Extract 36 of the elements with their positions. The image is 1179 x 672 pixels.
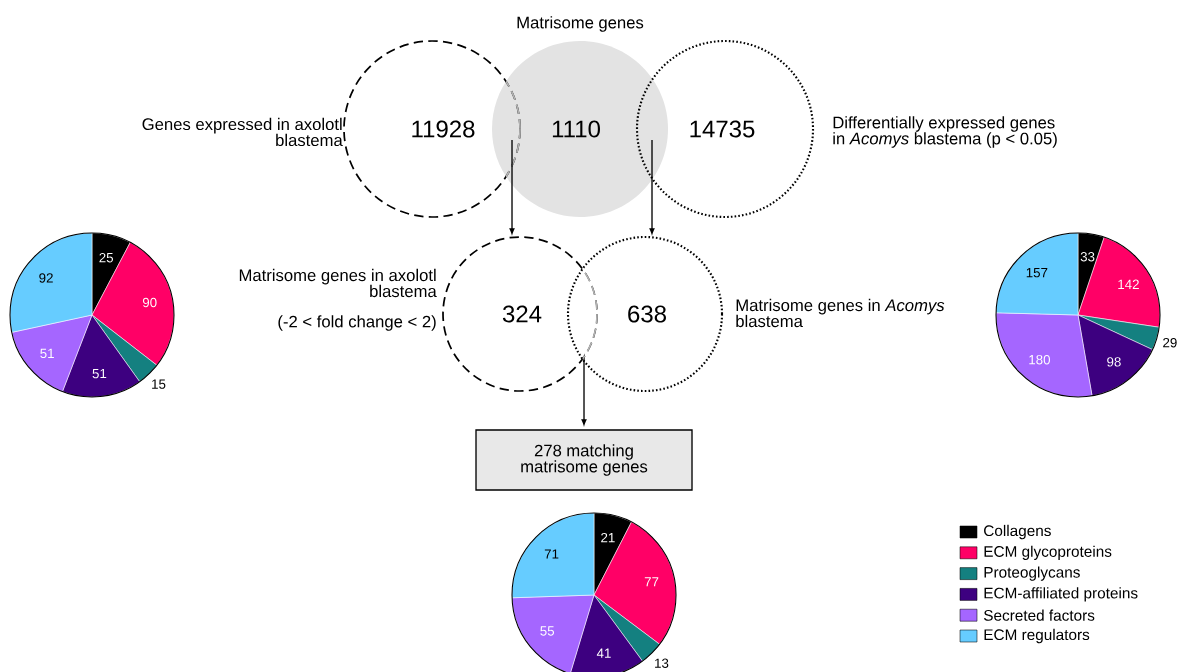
data-label: 21 [601,532,615,543]
legend-label: ECM-affiliated proteins [984,587,1138,602]
legend-label: Proteoglycans [984,566,1080,581]
data-label: 77 [644,577,659,587]
data-label: 98 [1107,357,1121,367]
category-label: Matrisome genes in Acomys blastema [736,298,945,328]
data-label: 55 [540,626,555,636]
data-label: 1110 [552,120,600,138]
data-label: 90 [142,297,157,308]
data-label: 33 [1080,252,1095,262]
data-label: 71 [544,549,559,559]
data-label: 29 [1163,337,1177,348]
data-label: 157 [1026,268,1048,278]
category-label: Differentially expressed genes in Acomys blastema (p < 0.05) [833,116,1057,148]
legend-label: Collagens [984,524,1051,540]
legend-label: ECM regulators [984,628,1090,644]
category-label: Matrisome genes [517,16,644,32]
text: (-2 < fold change < 2) [278,315,436,331]
data-label: 324 [502,305,542,323]
text: 278 matching matrisome genes [521,444,648,476]
data-label: 14735 [690,120,755,138]
category-label: Matrisome genes in axolotl blastema [239,268,437,298]
data-label: 638 [628,305,666,323]
legend-label: ECM glycoproteins [984,545,1112,560]
data-label: 11928 [412,120,475,138]
data-label: 180 [1029,354,1051,365]
data-label: 41 [596,648,611,658]
data-label: 51 [40,348,54,359]
data-label: 51 [92,368,107,379]
data-label: 92 [39,273,53,283]
data-label: 25 [99,252,114,263]
data-label: 13 [655,658,669,668]
data-label: 15 [152,379,166,389]
data-label: 142 [1118,279,1139,289]
category-label: Genes expressed in axolotl blastema [142,117,343,147]
legend-label: Secreted factors [983,609,1095,621]
